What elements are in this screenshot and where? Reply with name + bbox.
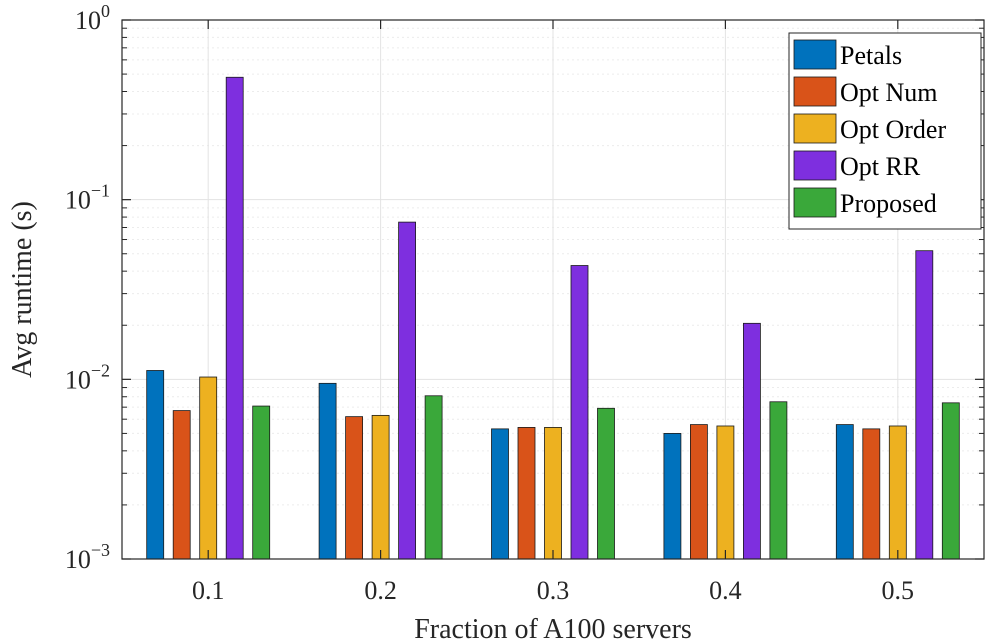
x-tick-label: 0.3	[537, 576, 570, 605]
bar-proposed	[941, 402, 960, 560]
bar-opt-rr	[225, 76, 244, 560]
bar-petals	[146, 370, 165, 560]
x-tick-label: 0.4	[709, 576, 742, 605]
bar-petals	[835, 424, 854, 560]
y-axis-label: Avg runtime (s)	[7, 201, 38, 378]
bar-proposed	[424, 395, 443, 560]
bar-opt-num	[690, 424, 708, 560]
bar-opt-num	[517, 427, 536, 560]
y-tick-label: 10−1	[65, 181, 110, 215]
bar-proposed	[597, 407, 615, 560]
legend-label: Proposed	[840, 189, 937, 218]
bar-opt-num	[172, 410, 191, 560]
bar-opt-order	[888, 425, 907, 560]
bar-proposed	[252, 405, 271, 560]
bar-petals	[318, 382, 337, 560]
legend-swatch	[793, 76, 837, 107]
y-tick-label: 100	[75, 1, 110, 35]
x-tick-label: 0.5	[882, 576, 915, 605]
bar-opt-order	[199, 376, 218, 560]
bar-opt-num	[862, 428, 881, 560]
bar-petals	[491, 428, 509, 560]
bar-opt-rr	[915, 250, 934, 560]
legend-label: Petals	[840, 41, 902, 70]
bar-opt-num	[345, 416, 364, 560]
legend: Petals Opt Num Opt Order Opt RR Proposed	[788, 32, 982, 230]
legend-swatch	[793, 39, 837, 70]
x-axis-label: Fraction of A100 servers	[414, 614, 692, 643]
bar-opt-order	[716, 425, 735, 560]
bar-opt-rr	[570, 265, 589, 560]
legend-swatch	[793, 113, 837, 144]
tick-labels: 10−3 10−2 10−1 100 0.1 0.2 0.3 0.4 0.5	[65, 1, 914, 605]
y-tick-label: 10−2	[65, 360, 110, 394]
x-tick-label: 0.1	[192, 576, 225, 605]
bar-proposed	[769, 401, 788, 560]
legend-label: Opt Order	[840, 115, 946, 144]
bar-petals	[663, 433, 682, 560]
bar-opt-rr	[743, 322, 761, 560]
legend-swatch	[793, 187, 837, 218]
bar-opt-order	[371, 414, 390, 560]
bar-opt-rr	[398, 221, 417, 560]
legend-label: Opt RR	[840, 152, 921, 181]
legend-label: Opt Num	[840, 78, 938, 107]
x-tick-label: 0.2	[364, 576, 397, 605]
y-tick-label: 10−3	[65, 540, 110, 574]
legend-swatch	[793, 150, 837, 181]
bar-opt-order	[544, 427, 562, 560]
